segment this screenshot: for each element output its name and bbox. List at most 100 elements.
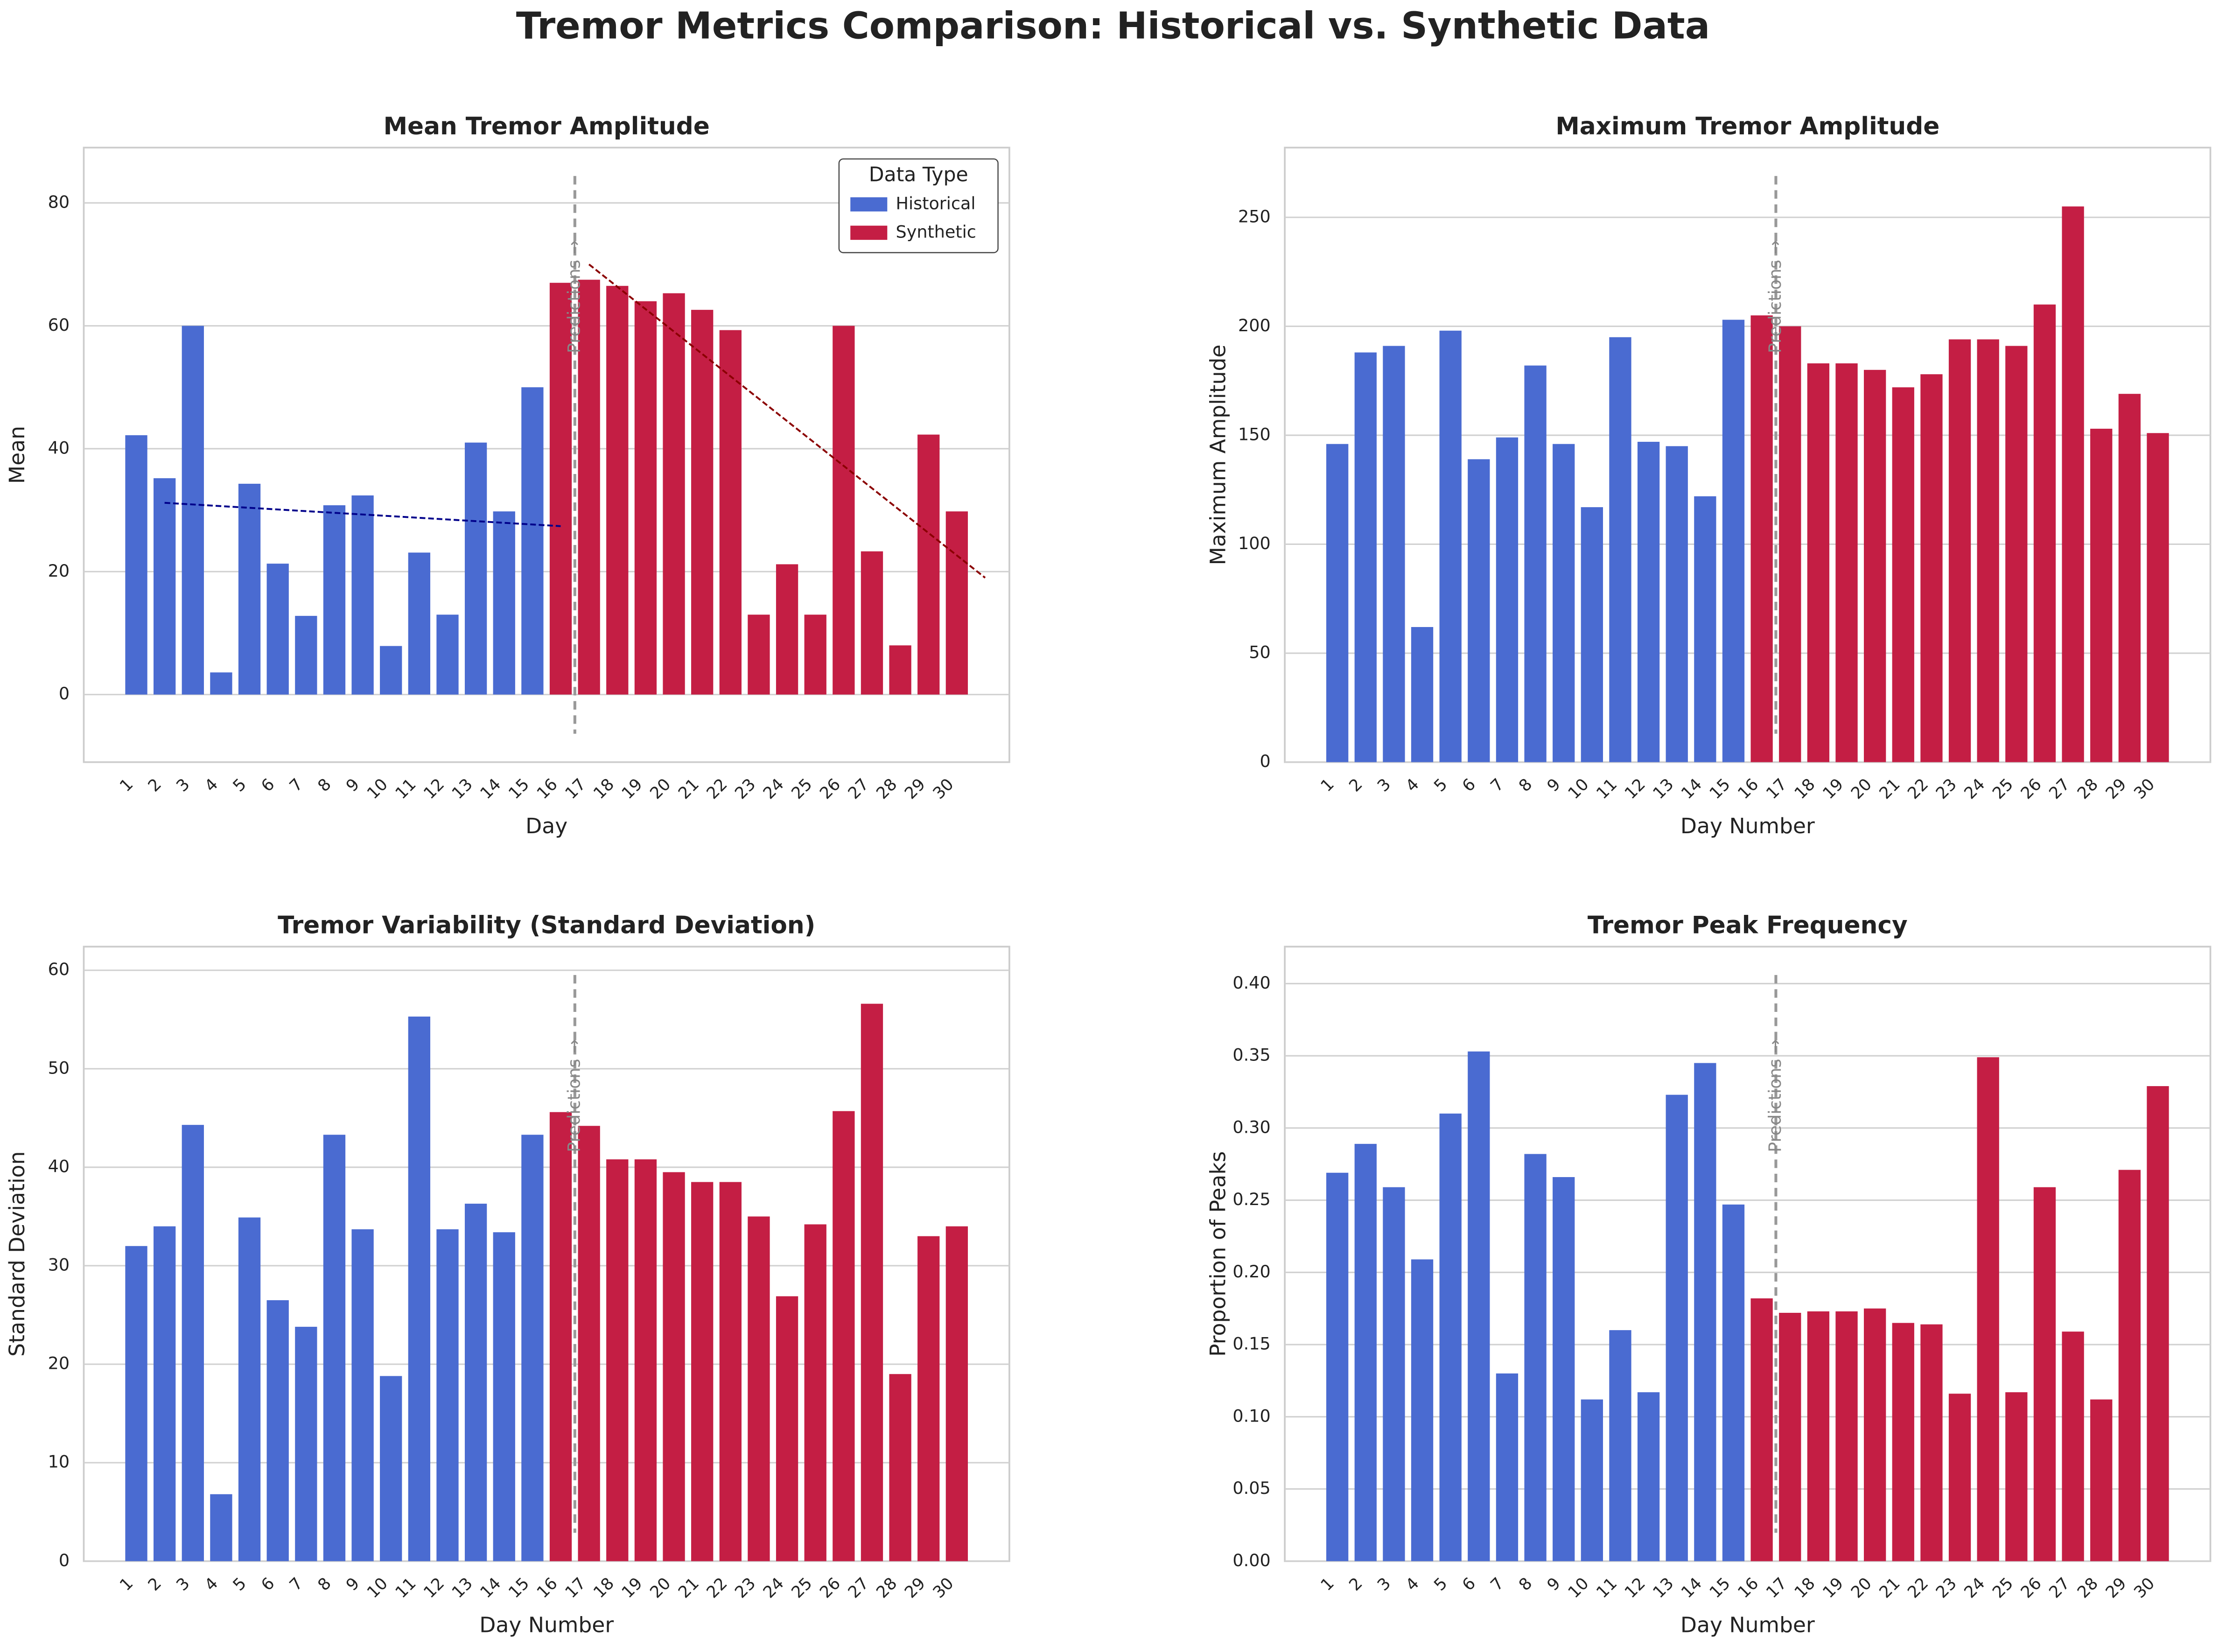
bar — [1920, 1324, 1943, 1561]
y-tick-label: 250 — [1238, 206, 1271, 226]
bar — [1524, 365, 1547, 762]
x-tick-label: 1 — [1317, 775, 1338, 795]
bar — [436, 1229, 459, 1561]
y-tick-label: 0.35 — [1232, 1045, 1270, 1065]
bar — [351, 1229, 374, 1561]
x-axis-label: Day — [525, 814, 567, 838]
x-tick-label: 8 — [315, 1574, 335, 1595]
x-tick-label: 15 — [505, 775, 533, 803]
bar — [2118, 394, 2141, 762]
bar — [1864, 1308, 1886, 1561]
chart-title: Tremor Variability (Standard Deviation) — [278, 911, 815, 939]
x-tick-label: 24 — [1961, 1574, 1989, 1602]
x-tick-label: 27 — [845, 775, 873, 803]
x-tick-label: 7 — [286, 775, 307, 795]
x-tick-label: 6 — [1459, 775, 1479, 795]
y-axis-label: Proportion of Peaks — [1206, 1151, 1231, 1357]
bar — [295, 616, 317, 695]
x-tick-label: 9 — [343, 1574, 363, 1595]
x-tick-label: 15 — [1706, 1574, 1734, 1602]
bar — [2005, 346, 2028, 762]
y-tick-label: 0 — [1260, 751, 1270, 771]
prediction-label: Predictions → — [1765, 1039, 1785, 1152]
x-tick-label: 13 — [448, 775, 476, 803]
x-tick-label: 21 — [675, 1574, 703, 1602]
bar — [634, 1159, 657, 1561]
y-tick-label: 150 — [1238, 424, 1271, 444]
x-tick-label: 6 — [258, 775, 278, 795]
x-tick-label: 11 — [392, 775, 420, 803]
x-tick-label: 19 — [1820, 1574, 1848, 1602]
bar — [1835, 1311, 1858, 1561]
plot-area — [1284, 146, 2212, 763]
bar — [1383, 1187, 1405, 1561]
bar — [1439, 330, 1462, 762]
x-tick-label: 3 — [173, 1574, 194, 1595]
y-tick-label: 0.00 — [1232, 1550, 1270, 1570]
bar — [2033, 1187, 2056, 1561]
x-tick-label: 28 — [873, 775, 901, 803]
x-tick-label: 13 — [1650, 775, 1678, 803]
bar — [1609, 337, 1631, 762]
bar — [1553, 1177, 1575, 1561]
x-tick-label: 21 — [1876, 775, 1904, 803]
bar — [1779, 1312, 1801, 1561]
y-tick-label: 0.40 — [1232, 973, 1270, 993]
x-tick-label: 30 — [2130, 775, 2158, 803]
x-axis-label: Day Number — [1680, 1613, 1815, 1638]
bar — [2062, 1331, 2084, 1561]
bar — [578, 1126, 600, 1561]
bar — [1354, 352, 1377, 762]
bar — [1807, 363, 1830, 762]
x-tick-label: 24 — [760, 775, 788, 803]
bar — [2062, 206, 2084, 762]
plot-area — [83, 946, 1010, 1562]
x-tick-label: 16 — [1735, 775, 1763, 803]
bar — [295, 1326, 317, 1561]
bar — [1637, 441, 1660, 762]
x-tick-label: 2 — [145, 1574, 165, 1595]
x-tick-label: 9 — [343, 775, 363, 795]
bar — [154, 478, 176, 695]
x-tick-label: 3 — [173, 775, 194, 795]
bar — [1694, 1063, 1716, 1561]
x-tick-label: 13 — [1650, 1574, 1678, 1602]
bar — [776, 564, 798, 695]
bar — [861, 551, 883, 695]
bar — [1948, 1394, 1971, 1561]
x-tick-label: 24 — [760, 1574, 788, 1602]
x-tick-label: 7 — [286, 1574, 307, 1595]
y-tick-label: 80 — [48, 192, 70, 212]
bar — [2090, 1399, 2113, 1561]
legend-label: Historical — [896, 194, 976, 214]
x-tick-label: 5 — [230, 1574, 250, 1595]
x-tick-label: 14 — [477, 775, 505, 803]
bar — [2033, 304, 2056, 762]
x-tick-label: 1 — [1317, 1574, 1338, 1595]
x-tick-label: 17 — [562, 1574, 590, 1602]
bar — [493, 1232, 515, 1561]
bar — [408, 1016, 431, 1561]
plot-area — [1284, 946, 2212, 1562]
y-tick-label: 0 — [59, 683, 70, 704]
bar — [1439, 1113, 1462, 1561]
bar — [1326, 1172, 1349, 1561]
x-tick-label: 30 — [930, 1574, 958, 1602]
y-tick-label: 200 — [1238, 315, 1271, 335]
bar — [776, 1296, 798, 1561]
bar — [889, 1374, 911, 1561]
x-tick-label: 26 — [816, 1574, 844, 1602]
x-tick-label: 14 — [1678, 775, 1706, 803]
bar — [182, 1125, 204, 1561]
bar — [380, 1376, 402, 1561]
x-tick-label: 22 — [703, 775, 731, 803]
x-tick-label: 17 — [1763, 775, 1791, 803]
x-tick-label: 6 — [1459, 1574, 1479, 1595]
y-tick-label: 50 — [48, 1058, 70, 1078]
x-tick-label: 8 — [1515, 1574, 1536, 1595]
x-tick-label: 19 — [618, 775, 646, 803]
x-tick-label: 10 — [364, 1574, 392, 1602]
bar — [748, 1216, 770, 1561]
bar — [719, 1182, 742, 1561]
bar — [945, 511, 968, 695]
